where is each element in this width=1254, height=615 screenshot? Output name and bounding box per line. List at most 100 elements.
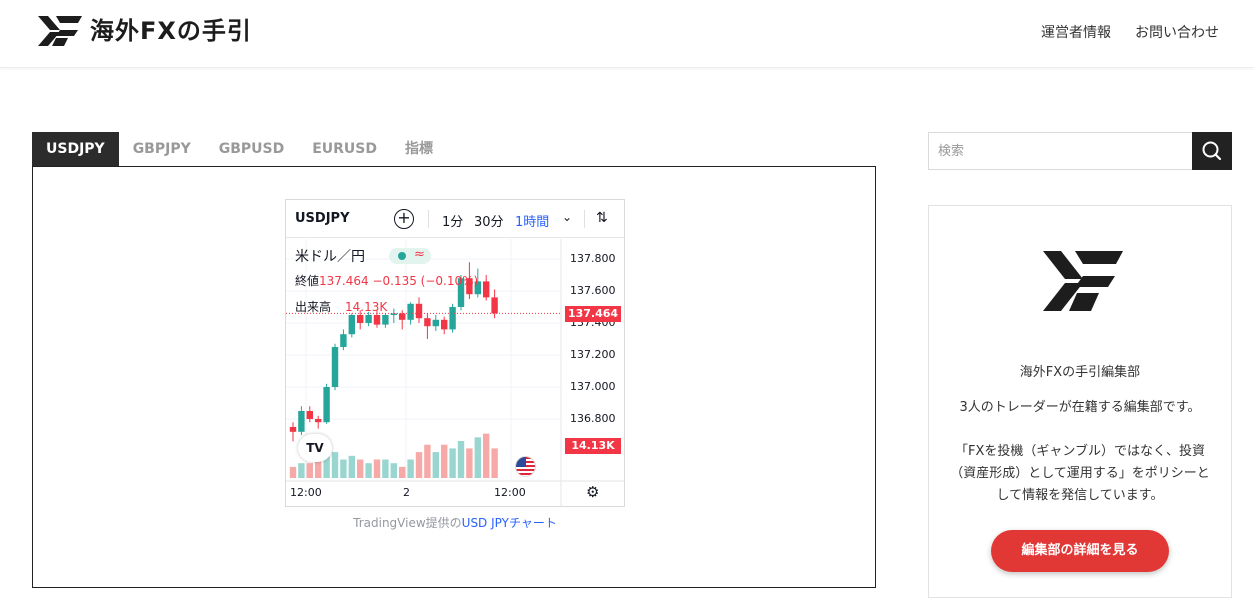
header-nav: 運営者情報 お問い合わせ [1041,22,1219,42]
candle-body [390,313,397,315]
chart-toolbar: USDJPY + 1分 30分 1時間 ⌄ ⇅ [286,200,624,238]
volume-bar [348,455,355,478]
candle-body [483,281,490,298]
legend-close-value: 137.464 −0.135 (−0.10%) [319,274,479,288]
site-logo[interactable]: 海外FXの手引 [38,15,252,47]
chevron-down-icon[interactable]: ⌄ [562,210,573,224]
candle-body [441,319,448,330]
site-header: 海外FXの手引 運営者情報 お問い合わせ [0,0,1254,68]
volume-bar [373,459,381,478]
candle-body [415,303,423,319]
toolbar-divider [584,210,585,228]
nav-item-about[interactable]: 運営者情報 [1041,25,1111,41]
legend-volume-label: 出来高 [295,300,332,314]
tab-gbpjpy[interactable]: GBPJPY [132,141,191,157]
approx-icon: ≈ [414,247,425,262]
candle-body [457,278,465,307]
volume-bar [474,437,481,478]
volume-bar [399,466,406,478]
plus-icon[interactable]: + [394,209,414,229]
candle-body [466,278,473,295]
search-form [928,132,1232,170]
tab-indicators[interactable]: 指標 [405,141,434,157]
search-icon [1202,141,1222,161]
tab-usdjpy[interactable]: USDJPY [32,132,119,167]
tradingview-attribution: TradingView提供のUSD JPYチャート [285,514,625,531]
bio-line: 3人のトレーダーが在籍する編集部です。 [959,400,1201,415]
price-tick: 136.800 [570,412,616,425]
legend-volume: 出来高 14.13K [295,298,387,315]
volume-bar [390,463,397,478]
candle-body [365,315,372,323]
volume-bar [340,459,347,478]
bio-line: 「FXを投機（ギャンブル）ではなく、投資（資産形成）として運用する」をポリシーと… [950,444,1210,503]
editor-name: 海外FXの手引編集部 [1019,365,1141,380]
volume-bar [449,448,456,478]
nav-item-contact[interactable]: お問い合わせ [1135,25,1219,41]
candle-body [331,347,339,387]
legend-symbol-name: 米ドル／円 [295,249,365,265]
candle-body [357,315,364,323]
interval-1h[interactable]: 1時間 [515,215,550,230]
tab-eurusd[interactable]: EURUSD [312,141,378,157]
avatar [1021,223,1141,343]
volume-value-label: 14.13K [565,438,621,454]
volume-bar [491,448,498,478]
candle-body [306,411,313,419]
volume-bar [331,452,339,478]
legend-volume-value: 14.13K [345,300,388,314]
volume-bar [315,459,322,478]
status-dot-icon [398,252,406,260]
last-price-label: 137.464 [565,306,621,322]
price-tick: 137.000 [570,380,616,393]
editor-profile-card: 海外FXの手引編集部 3人のトレーダーが在籍する編集部です。 「FXを投機（ギャ… [928,205,1232,598]
editor-bio: 3人のトレーダーが在籍する編集部です。 「FXを投機（ギャンブル）ではなく、投資… [945,397,1215,507]
candle-body [491,297,498,314]
volume-bar [289,466,297,478]
logo-mark-icon [38,16,82,46]
volume-bar [432,452,439,478]
symbol-label[interactable]: USDJPY [295,211,350,226]
compare-icon[interactable]: ⇅ [596,210,608,226]
us-flag-icon [515,456,536,477]
volume-bar [306,463,313,478]
tradingview-logo-icon[interactable]: TV [298,434,332,462]
volume-bar [323,455,330,478]
legend-close-label: 終値 [295,274,320,288]
volume-bar [382,459,389,478]
search-input[interactable] [928,132,1193,170]
volume-bar [415,452,423,478]
volume-bar [441,444,448,478]
candle-body [373,315,381,325]
logo-mark-icon [1043,251,1123,311]
tab-panel: USDJPY + 1分 30分 1時間 ⌄ ⇅ 米ドル／円 ≈ 終値137.46… [32,166,876,588]
search-button[interactable] [1192,132,1232,170]
candle-body [289,427,297,432]
toolbar-divider [428,210,429,228]
price-chart[interactable] [286,239,624,507]
candle-body [474,281,481,295]
time-tick: 12:00 [494,486,526,499]
tab-gbpusd[interactable]: GBPUSD [218,141,285,157]
candle-body [382,315,389,325]
candle-body [315,419,322,423]
candle-body [298,411,305,432]
candle-body [407,303,414,320]
volume-bar [457,441,465,478]
attribution-prefix: TradingView提供の [353,516,462,530]
price-tick: 137.600 [570,284,616,297]
gear-icon[interactable]: ⚙ [586,483,600,501]
editor-details-button[interactable]: 編集部の詳細を見る [991,530,1169,572]
attribution-link[interactable]: USD JPYチャート [461,516,557,530]
interval-30m[interactable]: 30分 [474,215,504,230]
time-tick: 2 [403,486,410,499]
price-tick: 137.800 [570,252,616,265]
interval-1m[interactable]: 1分 [442,215,464,230]
volume-bar [407,459,414,478]
legend-close: 終値137.464 −0.135 (−0.10%) [295,272,478,289]
candle-body [323,387,330,423]
candle-body [348,315,355,335]
volume-bar [365,463,372,478]
time-tick: 12:00 [290,486,322,499]
volume-bar [424,444,431,478]
